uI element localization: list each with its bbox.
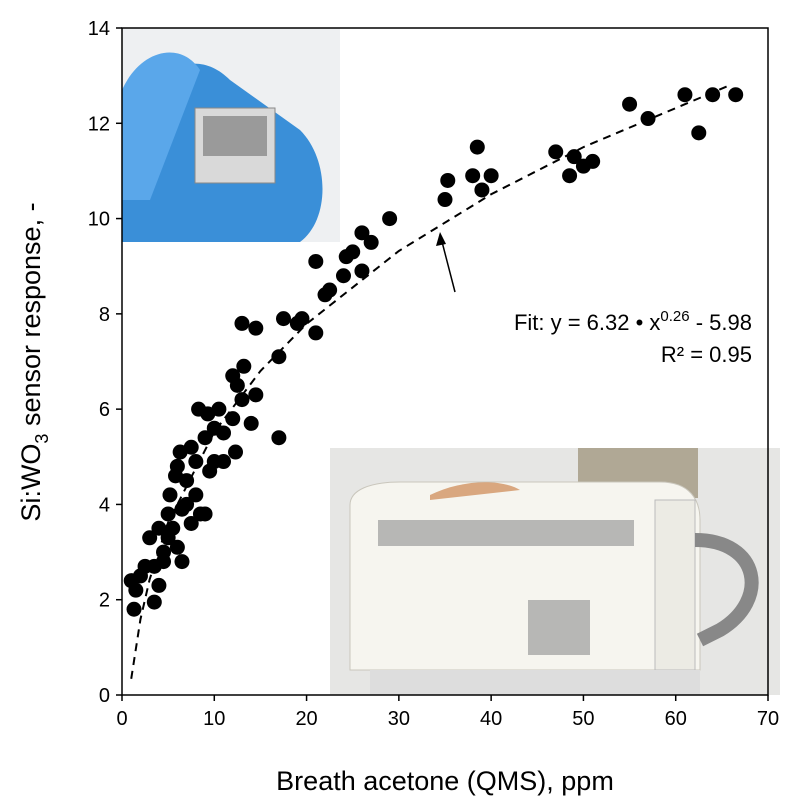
data-point: [474, 182, 490, 198]
data-point: [248, 387, 264, 403]
data-point: [469, 139, 485, 155]
data-point: [308, 325, 324, 341]
y-label-suffix: sensor response, -: [16, 202, 46, 433]
data-point: [228, 444, 244, 460]
data-point: [440, 172, 456, 188]
r2-label: R² = 0.95: [661, 342, 752, 367]
data-point: [183, 515, 199, 531]
data-point: [174, 554, 190, 570]
fit-suffix: - 5.98: [690, 310, 752, 335]
x-tick-label: 30: [388, 708, 410, 730]
data-point: [225, 411, 241, 427]
fit-prefix: Fit: y = 6.32 • x: [514, 310, 660, 335]
data-point: [216, 454, 232, 470]
data-point: [705, 87, 721, 103]
data-point: [162, 487, 178, 503]
data-point: [234, 392, 250, 408]
y-tick-label: 0: [99, 685, 110, 707]
data-point: [437, 192, 453, 208]
y-label-prefix: Si:WO: [16, 444, 46, 522]
y-axis-label: Si:WO3 sensor response, -: [16, 202, 52, 521]
data-point: [677, 87, 693, 103]
data-point: [197, 430, 213, 446]
x-tick-label: 70: [757, 708, 779, 730]
data-point: [271, 349, 287, 365]
data-point: [128, 582, 144, 598]
data-point: [142, 530, 158, 546]
data-point: [156, 554, 172, 570]
data-point: [622, 96, 638, 112]
x-tick-label: 50: [572, 708, 594, 730]
data-point: [354, 225, 370, 241]
data-point: [211, 401, 227, 417]
data-point: [640, 111, 656, 127]
data-point: [165, 520, 181, 536]
data-point: [465, 168, 481, 184]
data-point: [179, 496, 195, 512]
x-tick-label: 10: [203, 708, 225, 730]
data-point: [151, 577, 167, 593]
data-point: [354, 263, 370, 279]
data-point: [229, 377, 245, 393]
data-point: [363, 234, 379, 250]
data-point: [234, 315, 250, 331]
data-point: [188, 454, 204, 470]
data-point: [169, 539, 185, 555]
data-point: [243, 415, 259, 431]
x-tick-label: 20: [295, 708, 317, 730]
y-tick-label: 6: [99, 399, 110, 421]
data-point: [728, 87, 744, 103]
data-point: [188, 487, 204, 503]
y-tick-label: 14: [88, 18, 110, 40]
inset-photo-sensor: [122, 28, 340, 242]
data-point: [691, 125, 707, 141]
y-label-sub: 3: [32, 434, 52, 444]
y-tick-label: 8: [99, 304, 110, 326]
data-point: [345, 244, 361, 260]
data-point: [216, 425, 232, 441]
inset-photo-device: [330, 448, 780, 695]
y-tick-label: 4: [99, 494, 110, 516]
data-point: [183, 439, 199, 455]
y-tick-label: 2: [99, 590, 110, 612]
data-point: [236, 358, 252, 374]
fit-exponent: 0.26: [660, 308, 689, 325]
x-axis-label: Breath acetone (QMS), ppm: [276, 766, 614, 796]
data-point: [197, 506, 213, 522]
fit-line: [130, 83, 732, 679]
data-point: [382, 211, 398, 227]
plot-frame: [121, 27, 769, 696]
data-point: [151, 520, 167, 536]
data-point: [335, 268, 351, 284]
data-point: [126, 601, 142, 617]
data-point: [276, 311, 291, 327]
y-tick-label: 12: [88, 113, 110, 135]
annotation-arrowhead: [436, 232, 446, 246]
data-point: [585, 153, 601, 169]
data-point: [169, 458, 185, 474]
data-point: [483, 168, 499, 184]
x-tick-label: 40: [480, 708, 502, 730]
y-tick-label: 10: [88, 209, 110, 231]
data-point: [160, 506, 176, 522]
data-point: [308, 253, 324, 269]
data-point: [271, 430, 287, 446]
data-point: [322, 282, 338, 298]
data-point: [294, 311, 310, 327]
x-tick-label: 60: [665, 708, 687, 730]
data-point: [146, 594, 162, 610]
x-tick-label: 0: [116, 708, 127, 730]
data-point: [248, 320, 264, 336]
data-point: [548, 144, 564, 160]
fit-label: Fit: y = 6.32 • x0.26 - 5.98: [514, 308, 752, 335]
data-point: [562, 168, 578, 184]
